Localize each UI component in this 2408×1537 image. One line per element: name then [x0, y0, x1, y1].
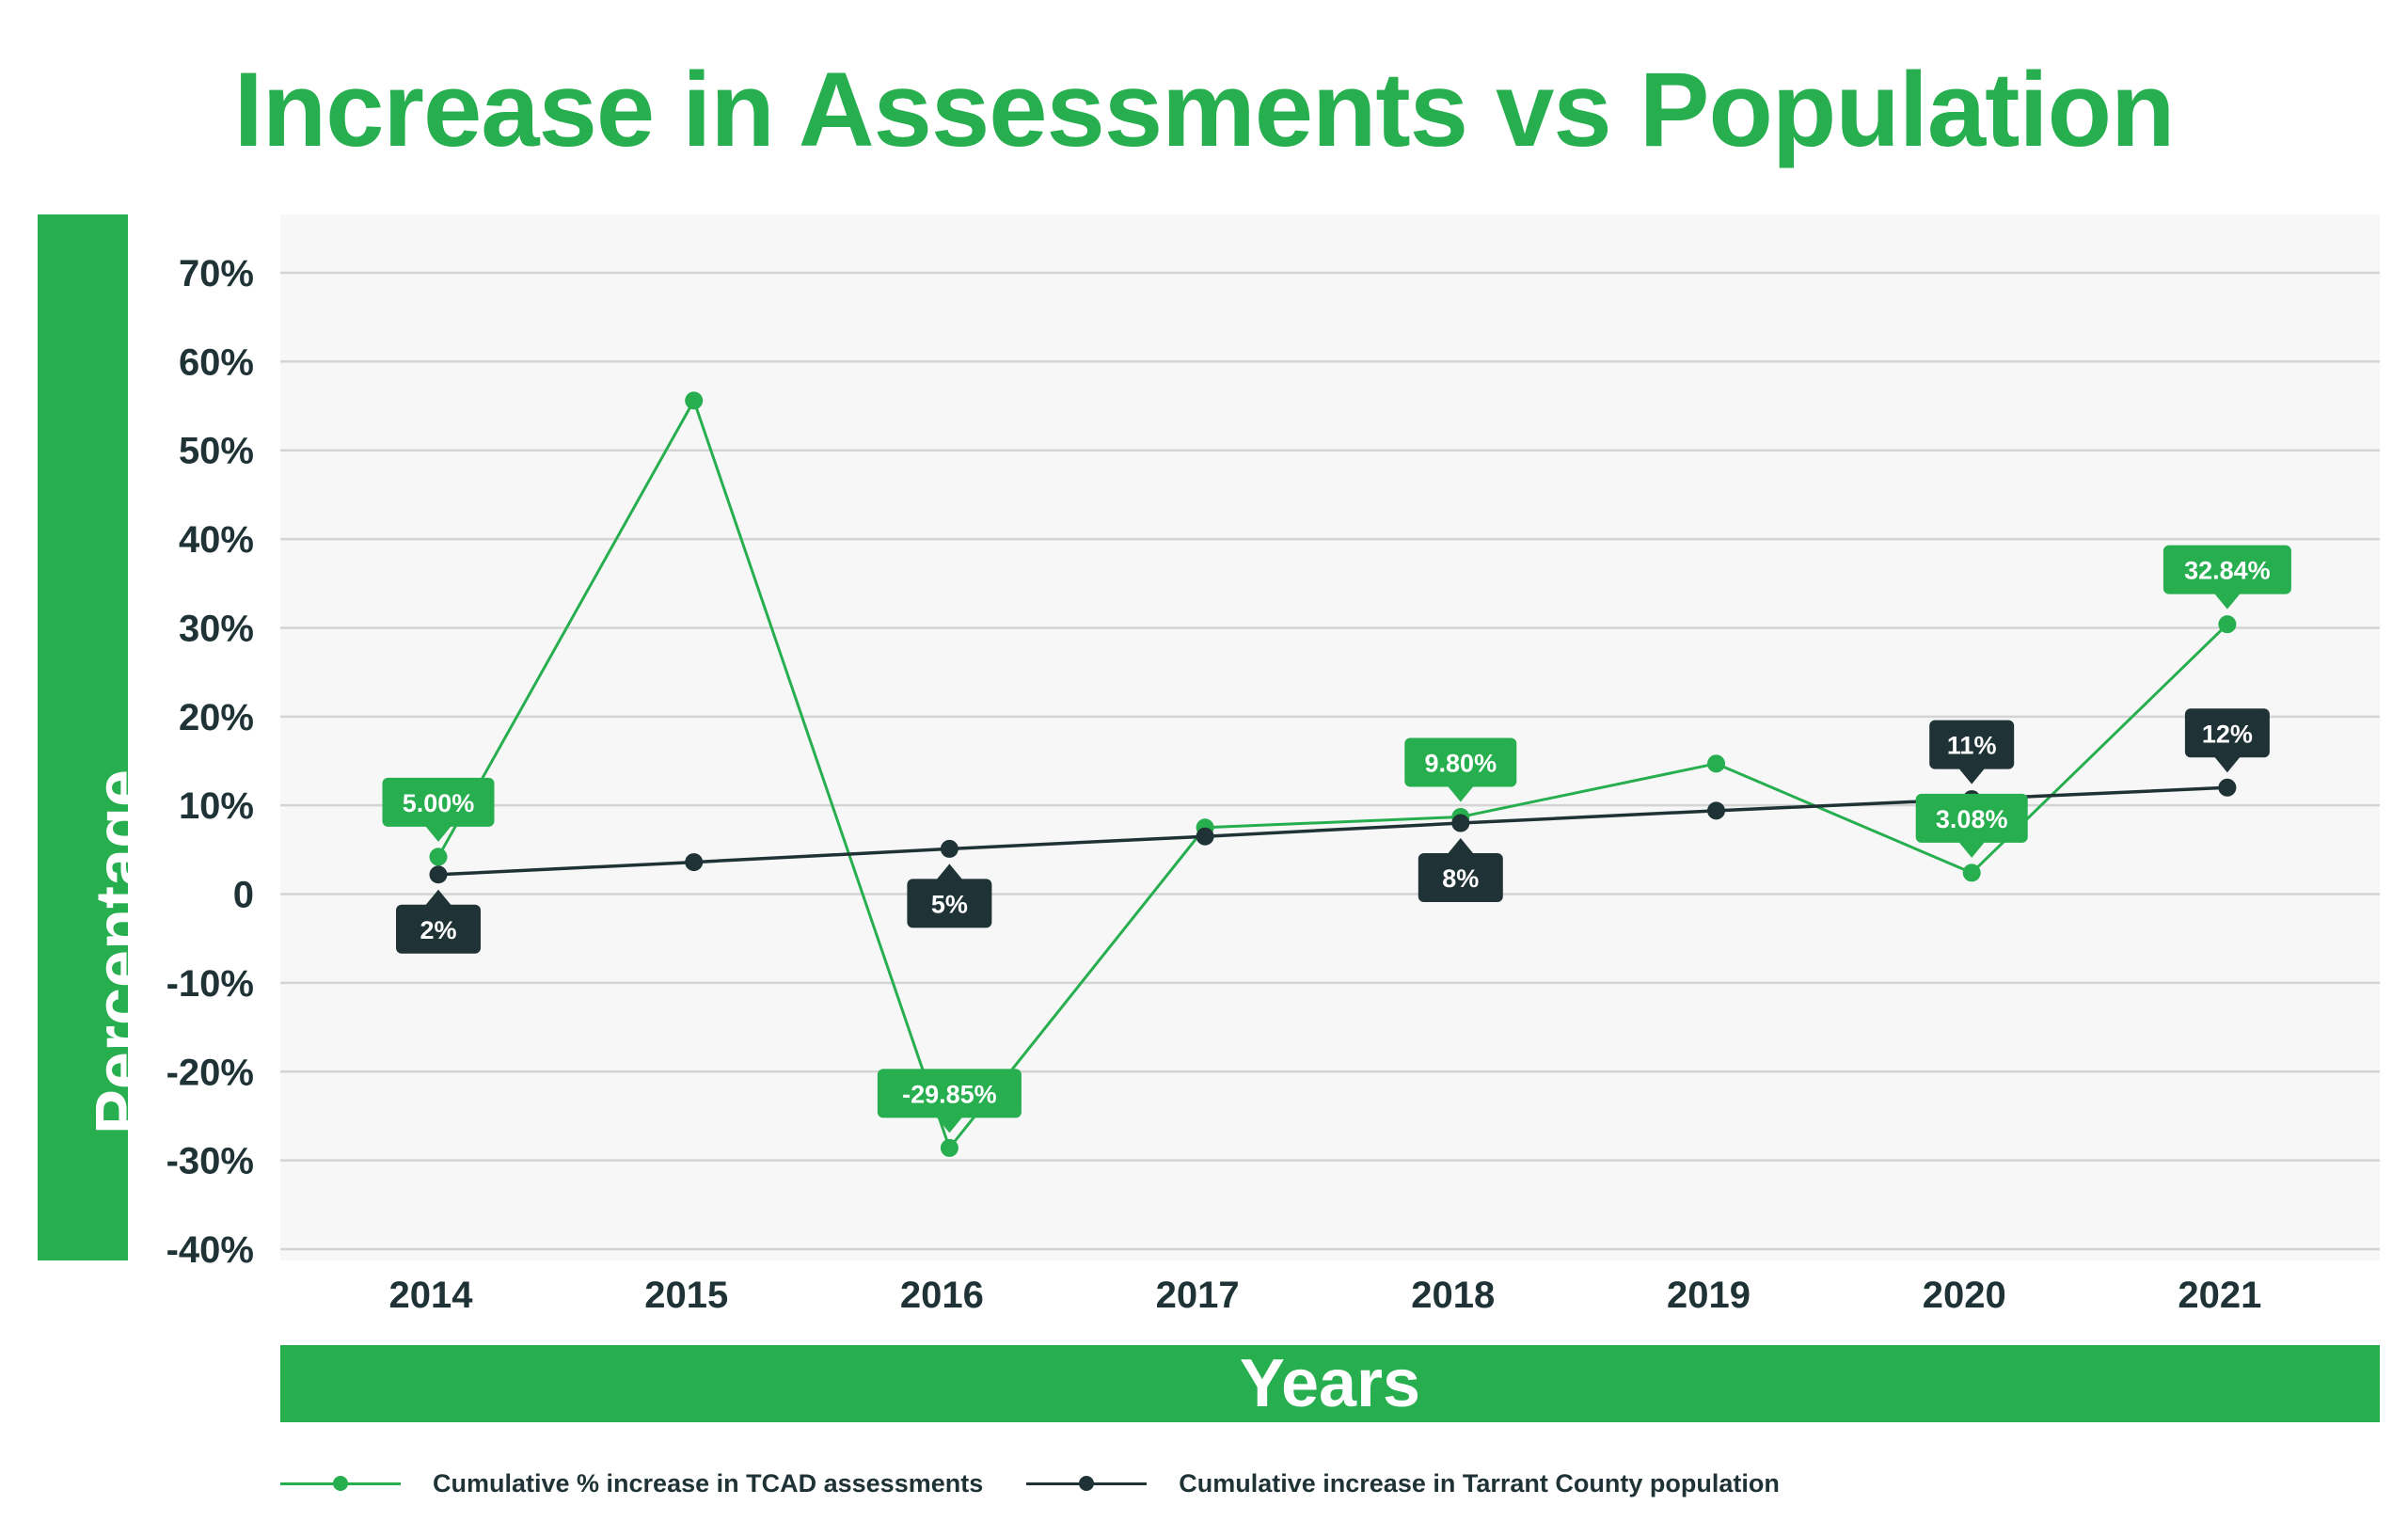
data-label-callout: 3.08% — [1915, 793, 2028, 858]
callout-pointer — [936, 1117, 963, 1133]
chart-title: Increase in Assessments vs Population — [233, 51, 2176, 168]
chart-legend: Cumulative % increase in TCAD assessment… — [280, 1463, 1823, 1504]
y-tick-label: 10% — [179, 785, 254, 827]
data-point — [1451, 814, 1470, 832]
callout-box — [1929, 720, 2015, 769]
callout-box — [382, 777, 495, 827]
data-label-callout: 5% — [907, 864, 992, 928]
data-label-callout: 11% — [1929, 720, 2015, 784]
data-label-callout: 9.80% — [1404, 737, 1517, 802]
callout-pointer — [1447, 838, 1474, 855]
data-label: 12% — [2202, 720, 2253, 748]
data-point — [429, 865, 448, 884]
x-tick-label: 2015 — [644, 1275, 728, 1316]
data-label: 32.84% — [2184, 557, 2271, 585]
y-tick-label: -10% — [166, 963, 254, 1005]
y-tick-label: 0 — [233, 875, 254, 916]
x-tick-label: 2020 — [1923, 1275, 2006, 1316]
data-label: -29.85% — [902, 1080, 997, 1108]
legend-swatch-green — [280, 1476, 401, 1491]
data-point — [2218, 778, 2237, 797]
data-point — [1962, 864, 1981, 882]
callout-pointer — [2213, 756, 2241, 773]
plot-area — [280, 214, 2380, 1260]
data-label: 8% — [1442, 864, 1479, 893]
y-tick-label: -20% — [166, 1052, 254, 1093]
callout-pointer — [936, 864, 963, 880]
data-point — [429, 848, 448, 866]
data-point — [1707, 801, 1725, 820]
x-tick-label: 2021 — [2178, 1275, 2261, 1316]
y-tick-label: 20% — [179, 697, 254, 738]
line-chart: 70% 60% 50% 40% 30% 20% 10% 0 -10% -20% -30% -40% 20… — [166, 214, 2380, 1316]
data-point — [2218, 615, 2237, 634]
callout-box — [1404, 737, 1517, 787]
callout-box — [2184, 708, 2270, 758]
data-point — [940, 839, 958, 858]
callout-box — [1915, 793, 2028, 843]
x-tick-label: 2017 — [1156, 1275, 1240, 1316]
callout-box — [2162, 545, 2291, 594]
x-axis-label: Years — [1239, 1346, 1421, 1421]
data-label: 2% — [420, 916, 456, 944]
series-line-1 — [436, 399, 2228, 1149]
callout-box — [907, 879, 992, 928]
callout-box — [877, 1069, 1022, 1118]
data-label: 3.08% — [1936, 805, 2008, 833]
data-label-callout: 32.84% — [2162, 545, 2291, 610]
data-label: 11% — [1947, 732, 1997, 760]
y-tick-label: 30% — [179, 608, 254, 649]
y-tick-label: 40% — [179, 519, 254, 561]
legend-item-tarrant-population: Cumulative increase in Tarrant County po… — [1026, 1469, 1780, 1498]
data-label-callout: 5.00% — [382, 777, 495, 842]
x-tick-label: 2018 — [1411, 1275, 1495, 1316]
y-tick-label: 70% — [179, 253, 254, 294]
callout-box — [396, 904, 481, 954]
data-point — [685, 391, 704, 410]
data-label: 9.80% — [1425, 749, 1497, 777]
data-label: 5% — [931, 890, 968, 918]
callout-box — [1418, 853, 1503, 903]
x-tick-label: 2016 — [900, 1275, 984, 1316]
x-tick-label: 2014 — [389, 1275, 474, 1316]
y-axis-label-bar: Percentage — [38, 214, 158, 1260]
data-label: 5.00% — [403, 789, 475, 817]
data-point — [1196, 827, 1214, 846]
legend-item-tcad-assessments: Cumulative % increase in TCAD assessment… — [280, 1469, 983, 1498]
callout-pointer — [1958, 841, 1986, 858]
y-tick-label: -30% — [166, 1141, 254, 1182]
data-label-callout: 2% — [396, 889, 481, 954]
callout-pointer — [425, 825, 452, 842]
data-point — [1707, 754, 1725, 773]
x-tick-label: 2019 — [1667, 1275, 1751, 1316]
y-tick-label: 60% — [179, 341, 254, 383]
callout-pointer — [2213, 593, 2241, 610]
data-label-callout: 12% — [2184, 708, 2270, 773]
legend-label: Cumulative increase in Tarrant County po… — [1179, 1468, 1780, 1497]
legend-swatch-dark — [1026, 1476, 1148, 1491]
data-label-callout: 8% — [1418, 838, 1503, 903]
y-tick-label: 50% — [179, 431, 254, 472]
callout-pointer — [1958, 768, 1986, 784]
legend-label: Cumulative % increase in TCAD assessment… — [433, 1468, 984, 1497]
y-tick-label: -40% — [166, 1229, 254, 1271]
data-point — [940, 1138, 958, 1157]
x-axis-label-bar: Years — [280, 1345, 2380, 1422]
data-label-callout: -29.85% — [877, 1069, 1022, 1133]
callout-pointer — [1447, 785, 1474, 802]
callout-pointer — [425, 889, 452, 906]
data-point — [685, 853, 704, 872]
